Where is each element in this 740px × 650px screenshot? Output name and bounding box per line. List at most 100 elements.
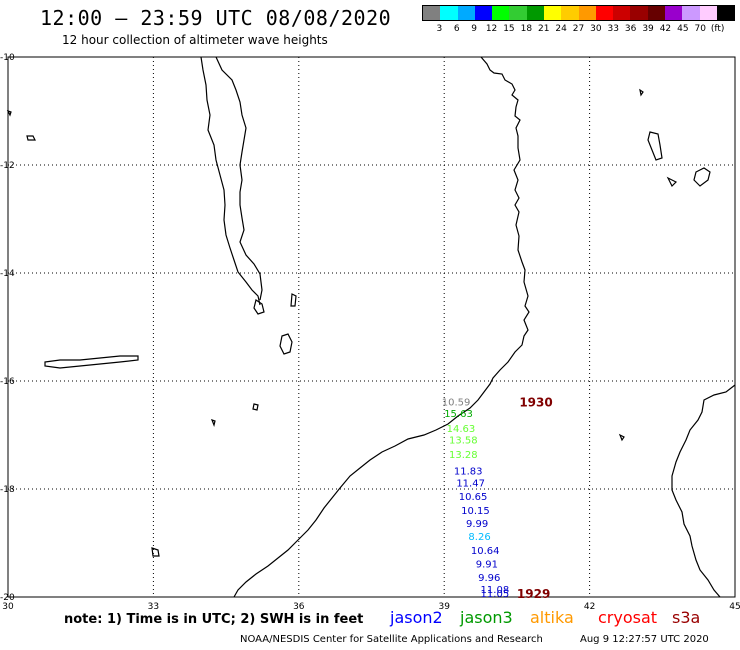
small-lake-4 xyxy=(210,419,216,427)
coastline xyxy=(6,56,736,598)
satellite-cryosat: cryosat xyxy=(598,608,658,627)
legend-swatch-16 xyxy=(699,6,717,20)
legend-labels: 3 6 9 12 15 18 21 24 27 30 33 36 39 42 45 70 (ft) xyxy=(422,21,735,35)
lat-tick-label: -18 xyxy=(0,485,15,495)
legend-label: 42 xyxy=(659,24,672,34)
lon-tick-label: 42 xyxy=(584,602,595,612)
footer-timestamp: Aug 9 12:27:57 UTC 2020 xyxy=(580,634,709,645)
lon-tick-label: 33 xyxy=(148,602,159,612)
wave-height-label: 11.08 xyxy=(481,585,510,596)
legend-swatch-6 xyxy=(526,6,544,20)
legend-label: 15 xyxy=(503,24,515,34)
lake-chiuta xyxy=(290,293,297,307)
legend-label: 39 xyxy=(642,24,654,34)
legend-label: 70 xyxy=(694,24,706,34)
legend-swatch-9 xyxy=(578,6,596,20)
lake-chilwa xyxy=(279,333,293,355)
satellite-s3a: s3a xyxy=(672,608,701,627)
grande-comore xyxy=(647,131,663,161)
wave-height-label: 11.05 xyxy=(481,589,510,600)
lon-tick-label: 45 xyxy=(729,602,740,612)
wave-height-label: 11.83 xyxy=(454,467,483,478)
small-lake-2 xyxy=(6,109,12,117)
map-grid xyxy=(8,57,735,597)
legend-swatch-3 xyxy=(474,6,493,20)
lat-tick-label: -10 xyxy=(0,53,15,63)
legend-label: (ft) xyxy=(710,24,725,34)
lat-tick-label: -20 xyxy=(0,593,15,603)
legend-swatch-12 xyxy=(630,6,648,20)
legend-label: 36 xyxy=(624,24,637,34)
legend-label: 24 xyxy=(555,24,567,34)
wave-height-label: 10.59 xyxy=(442,398,471,409)
lon-tick-label: 30 xyxy=(2,602,14,612)
madagascar-west-coast xyxy=(671,384,736,598)
wave-height-label: 9.91 xyxy=(476,560,498,571)
revolution-labels: 1930 1929 xyxy=(517,396,553,602)
legend-swatch-0 xyxy=(423,6,441,20)
wave-height-label: 10.65 xyxy=(459,492,488,503)
legend-label: 18 xyxy=(520,24,533,34)
wave-height-label: 9.99 xyxy=(466,519,488,530)
revolution-number-label: 1930 xyxy=(519,396,552,410)
color-legend: 3 6 9 12 15 18 21 24 27 30 33 36 39 42 45 70 (ft) xyxy=(422,5,735,37)
legend-label: 12 xyxy=(485,24,498,34)
satellite-jason2: jason2 xyxy=(390,608,443,627)
legend-label: 27 xyxy=(572,24,585,34)
legend-swatch-15 xyxy=(682,6,700,20)
legend-label: 30 xyxy=(590,24,602,34)
wave-height-label: 10.64 xyxy=(471,546,500,557)
legend-swatch-1 xyxy=(440,6,458,20)
revolution-number-label: 1929 xyxy=(517,587,550,601)
wave-height-label: 13.58 xyxy=(449,435,478,446)
map-title: 12:00 – 23:59 UTC 08/08/2020 xyxy=(40,6,392,30)
legend-label: 6 xyxy=(453,24,460,34)
legend-label: 45 xyxy=(677,24,689,34)
legend-label: 21 xyxy=(537,24,550,34)
lake-malawi-east xyxy=(215,56,263,301)
legend-swatch-14 xyxy=(664,6,683,20)
map-frame xyxy=(7,56,736,598)
legend-swatch-17 xyxy=(716,6,735,20)
small-lake-6 xyxy=(618,433,625,442)
anjouan-island xyxy=(693,167,711,187)
wave-height-label: 8.26 xyxy=(468,532,490,543)
legend-swatch-7 xyxy=(543,6,562,20)
lon-tick-label: 39 xyxy=(438,602,450,612)
lat-tick-label: -14 xyxy=(0,269,15,279)
legend-swatches xyxy=(422,5,735,21)
map-subtitle: 12 hour collection of altimeter wave hei… xyxy=(62,33,328,47)
wave-height-label: 14.63 xyxy=(447,424,476,435)
wave-height-label: 11.47 xyxy=(456,479,485,490)
small-lake-1 xyxy=(26,135,36,141)
legend-label: 3 xyxy=(436,24,443,34)
legend-swatch-4 xyxy=(492,6,510,20)
legend-label: 33 xyxy=(607,24,619,34)
legend-swatch-11 xyxy=(613,6,631,20)
lat-tick-label: -16 xyxy=(0,377,15,387)
wave-height-label: 15.63 xyxy=(444,409,473,420)
legend-label: 9 xyxy=(471,24,478,34)
wave-height-label: 9.96 xyxy=(478,573,500,584)
legend-swatch-8 xyxy=(561,6,579,20)
lake-malawi-west xyxy=(200,56,261,306)
small-lake-5 xyxy=(151,547,160,557)
satellite-jason3: jason3 xyxy=(460,608,513,627)
moheli-island xyxy=(666,176,678,188)
legend-swatch-13 xyxy=(647,6,665,20)
units-note: note: 1) Time is in UTC; 2) SWH is in fe… xyxy=(64,612,364,627)
small-lake-3 xyxy=(252,403,259,411)
wave-height-label: 10.15 xyxy=(461,506,490,517)
legend-swatch-5 xyxy=(509,6,527,20)
lake-malombe xyxy=(253,299,265,315)
lat-tick-label: -12 xyxy=(0,161,15,171)
lake-cahora-bassa xyxy=(44,355,139,369)
footer-credit: NOAA/NESDIS Center for Satellite Applica… xyxy=(240,634,543,645)
africa-east-coast xyxy=(233,56,530,598)
legend-swatch-2 xyxy=(457,6,475,20)
wave-height-label: 13.28 xyxy=(449,450,478,461)
legend-swatch-10 xyxy=(595,6,614,20)
